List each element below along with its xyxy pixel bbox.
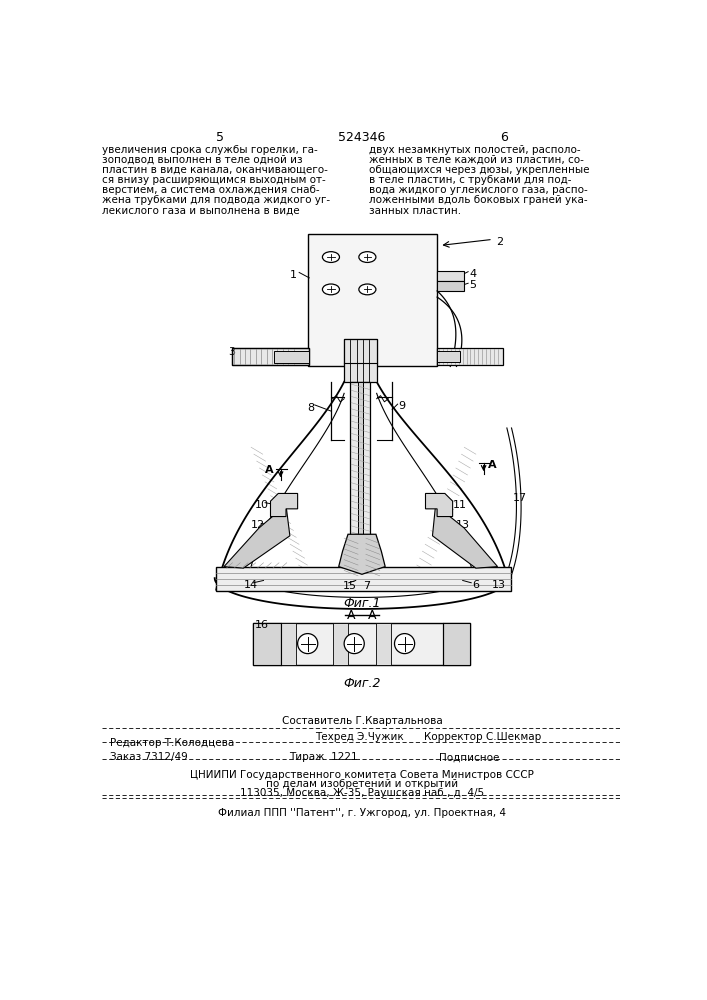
Text: 12: 12 (251, 520, 265, 530)
Text: 16: 16 (255, 620, 269, 631)
Text: 17: 17 (513, 493, 527, 503)
Text: 13: 13 (491, 580, 506, 590)
Text: А: А (488, 460, 496, 470)
Text: двух незамкнутых полостей, располо-: двух незамкнутых полостей, располо- (369, 145, 580, 155)
Text: верстием, а система охлаждения снаб-: верстием, а система охлаждения снаб- (103, 185, 320, 195)
Text: занных пластин.: занных пластин. (369, 206, 461, 216)
Text: 13: 13 (456, 520, 469, 530)
Bar (351, 382, 370, 536)
Polygon shape (426, 493, 452, 517)
Text: ся внизу расширяющимся выходным от-: ся внизу расширяющимся выходным от- (103, 175, 326, 185)
Text: Редактор Т.Колодцева: Редактор Т.Колодцева (110, 738, 234, 748)
Ellipse shape (322, 252, 339, 262)
Bar (274, 351, 309, 363)
Text: пластин в виде канала, оканчивающего-: пластин в виде канала, оканчивающего- (103, 165, 328, 175)
Text: 5: 5 (469, 280, 477, 290)
Text: А: А (265, 465, 274, 475)
Text: женных в теле каждой из пластин, со-: женных в теле каждой из пластин, со- (369, 155, 584, 165)
Polygon shape (433, 505, 498, 568)
Ellipse shape (322, 284, 339, 295)
Bar (443, 623, 470, 665)
Text: 11: 11 (452, 500, 467, 510)
Text: Филиал ППП ''Патент'', г. Ужгород, ул. Проектная, 4: Филиал ППП ''Патент'', г. Ужгород, ул. П… (218, 808, 506, 818)
Text: 524346: 524346 (338, 131, 385, 144)
Bar (232, 348, 309, 365)
Text: Подписное: Подписное (440, 752, 500, 762)
Bar (437, 281, 464, 291)
Text: 3: 3 (228, 347, 235, 357)
Bar (308, 234, 437, 366)
Bar (358, 382, 363, 536)
Circle shape (298, 634, 317, 654)
Text: ложенными вдоль боковых граней ука-: ложенными вдоль боковых граней ука- (369, 195, 588, 205)
Text: лекислого газа и выполнена в виде: лекислого газа и выполнена в виде (103, 206, 300, 216)
Text: Корректор С.Шекмар: Корректор С.Шекмар (424, 732, 541, 742)
Ellipse shape (359, 252, 376, 262)
Polygon shape (224, 505, 290, 568)
Text: 7: 7 (363, 581, 370, 591)
Bar (437, 351, 460, 362)
Text: 5: 5 (216, 131, 224, 144)
Text: 6: 6 (472, 580, 479, 590)
Text: 10: 10 (255, 500, 269, 510)
Bar (232, 348, 309, 365)
Text: зоподвод выполнен в теле одной из: зоподвод выполнен в теле одной из (103, 155, 303, 165)
Bar (281, 623, 296, 665)
Text: Техред Э.Чужик: Техред Э.Чужик (315, 732, 404, 742)
Text: 6: 6 (501, 131, 508, 144)
Bar (437, 271, 464, 281)
Bar (344, 339, 377, 382)
Bar (216, 567, 510, 591)
Text: 113035, Москва, Ж-35, Раушская наб., д. 4/5: 113035, Москва, Ж-35, Раушская наб., д. … (240, 788, 484, 798)
Text: А - А: А - А (347, 609, 377, 622)
Text: вода жидкого углекислого газа, распо-: вода жидкого углекислого газа, распо- (369, 185, 588, 195)
Circle shape (395, 634, 414, 654)
Text: по делам изобретений и открытий: по делам изобретений и открытий (266, 779, 458, 789)
Text: жена трубками для подвода жидкого уг-: жена трубками для подвода жидкого уг- (103, 195, 330, 205)
Text: общающихся через дюзы, укрепленные: общающихся через дюзы, укрепленные (369, 165, 590, 175)
Text: 8: 8 (307, 403, 314, 413)
Bar (344, 339, 377, 366)
Text: Фиг.1: Фиг.1 (343, 597, 380, 610)
Circle shape (344, 634, 364, 654)
Text: Заказ 7312/49: Заказ 7312/49 (110, 752, 188, 762)
Bar (437, 348, 503, 365)
Text: 1: 1 (290, 270, 297, 280)
Polygon shape (339, 534, 385, 574)
Bar (253, 623, 281, 665)
Text: 4: 4 (469, 269, 477, 279)
Text: ЦНИИПИ Государственного комитета Совета Министров СССР: ЦНИИПИ Государственного комитета Совета … (190, 770, 534, 780)
Text: 15: 15 (343, 581, 356, 591)
Text: Составитель Г.Квартальнова: Составитель Г.Квартальнова (281, 716, 443, 726)
Text: в теле пластин, с трубками для под-: в теле пластин, с трубками для под- (369, 175, 571, 185)
Bar (253, 623, 470, 665)
Bar (376, 623, 392, 665)
Text: Фиг.2: Фиг.2 (343, 677, 380, 690)
Text: 14: 14 (243, 580, 257, 590)
Text: 9: 9 (398, 401, 406, 411)
Text: 2: 2 (496, 237, 503, 247)
Bar (332, 623, 348, 665)
Text: Тираж  1221: Тираж 1221 (289, 752, 358, 762)
Text: увеличения срока службы горелки, га-: увеличения срока службы горелки, га- (103, 145, 318, 155)
Ellipse shape (359, 284, 376, 295)
Polygon shape (271, 493, 298, 517)
